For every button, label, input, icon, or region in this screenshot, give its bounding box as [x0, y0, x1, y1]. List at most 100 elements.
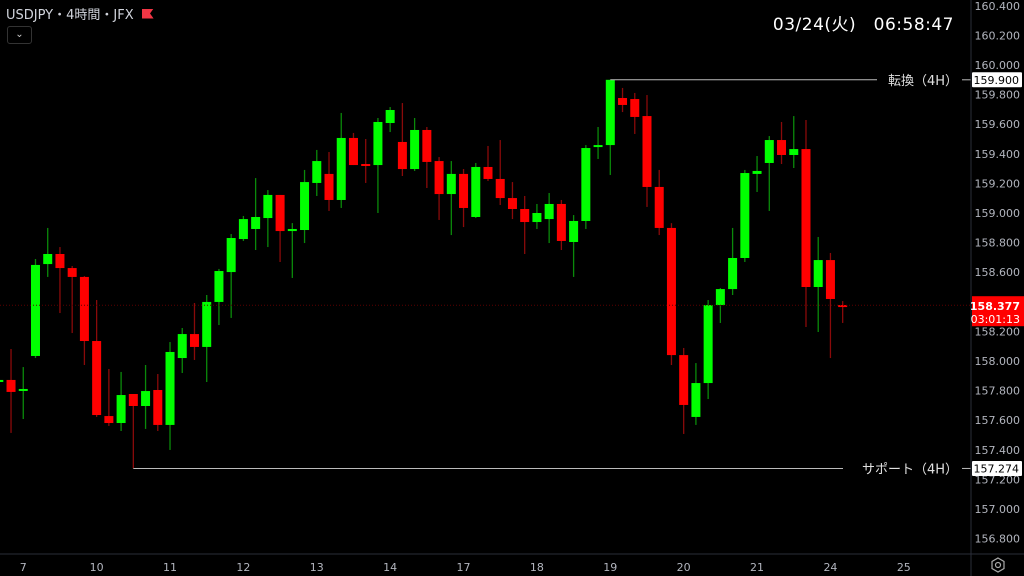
- candle-body: [104, 416, 114, 424]
- candle: [385, 107, 395, 133]
- line-price-label-text: 159.900: [974, 74, 1020, 87]
- candle: [92, 300, 102, 417]
- y-tick-label: 156.800: [975, 533, 1021, 546]
- candle: [764, 136, 774, 211]
- candle: [116, 371, 126, 432]
- candle: [30, 259, 40, 359]
- candle-body: [446, 173, 456, 195]
- candle-body: [18, 388, 28, 391]
- candle: [813, 236, 823, 332]
- price-axis[interactable]: 160.400 160.200 160.000 159.800 159.600 159.4…: [975, 0, 1021, 546]
- y-tick-label: 157.800: [975, 385, 1021, 398]
- candle-body: [287, 228, 297, 232]
- candle: [55, 247, 65, 314]
- candle-body: [581, 148, 591, 221]
- horizontal-line-label: 転換（4H）: [888, 74, 958, 89]
- candle-body: [569, 220, 579, 243]
- candle: [214, 268, 224, 326]
- candle: [165, 342, 175, 450]
- candle-body: [422, 129, 432, 162]
- candle: [422, 127, 432, 188]
- candle-body: [361, 164, 371, 167]
- line-price-label: 157.274: [972, 460, 1022, 476]
- candle-body: [679, 355, 689, 405]
- candle-body: [226, 238, 236, 273]
- candle: [495, 140, 505, 206]
- candle: [324, 152, 334, 211]
- y-tick-label: 158.600: [975, 266, 1021, 279]
- bar-countdown-text: 03:01:13: [971, 313, 1020, 326]
- candle-body: [459, 173, 469, 208]
- candle-body: [777, 140, 787, 155]
- candle-body: [789, 149, 799, 155]
- flag-icon[interactable]: [141, 8, 154, 19]
- candle: [18, 367, 28, 420]
- candle-body: [544, 203, 554, 220]
- candle-body: [348, 137, 358, 166]
- candle: [397, 103, 407, 176]
- candle: [679, 347, 689, 434]
- candle-body: [141, 391, 151, 406]
- candle-body: [373, 121, 383, 166]
- candle-body: [324, 173, 334, 200]
- y-tick-label: 159.600: [975, 118, 1021, 131]
- candle: [373, 117, 383, 213]
- x-tick-label: 13: [310, 561, 324, 574]
- line-price-label-text: 157.274: [974, 462, 1020, 475]
- candle: [654, 169, 664, 236]
- candle-body: [495, 178, 505, 199]
- candle: [838, 301, 848, 323]
- candle-body: [434, 161, 444, 195]
- x-tick-label: 14: [383, 561, 397, 574]
- candle-body: [630, 99, 640, 117]
- y-tick-label: 158.800: [975, 237, 1021, 250]
- y-tick-label: 157.600: [975, 414, 1021, 427]
- candle: [507, 182, 517, 220]
- x-tick-label: 24: [823, 561, 837, 574]
- candle: [740, 169, 750, 262]
- y-tick-label: 158.000: [975, 355, 1021, 368]
- candle-body: [92, 341, 102, 416]
- candles: [0, 79, 848, 469]
- x-tick-label: 21: [750, 561, 764, 574]
- candle-body: [715, 289, 725, 306]
- candle: [471, 162, 481, 219]
- y-tick-label: 158.200: [975, 325, 1021, 338]
- y-tick-label: 157.400: [975, 444, 1021, 457]
- candle-body: [740, 173, 750, 258]
- candle-body: [79, 276, 89, 342]
- chevron-down-icon[interactable]: ⌄: [7, 26, 32, 44]
- symbol-title[interactable]: USDJPY・4時間・JFX: [6, 4, 154, 23]
- candle-body: [67, 268, 77, 277]
- candle: [263, 190, 273, 248]
- x-tick-label: 17: [457, 561, 471, 574]
- candle-body: [128, 394, 138, 406]
- candle-body: [116, 395, 126, 424]
- candle-body: [691, 383, 701, 417]
- candle-body: [654, 186, 664, 228]
- y-tick-label: 159.000: [975, 207, 1021, 220]
- candle: [520, 195, 530, 254]
- candle: [177, 327, 187, 373]
- candle: [300, 169, 310, 244]
- candle: [581, 145, 591, 229]
- candle-body: [483, 166, 493, 179]
- candle-body: [618, 98, 628, 105]
- candle: [348, 132, 358, 166]
- candle: [202, 294, 212, 383]
- candle: [434, 157, 444, 220]
- candle: [410, 117, 420, 171]
- candle: [459, 169, 469, 228]
- candle: [532, 203, 542, 229]
- candle-body: [556, 203, 566, 241]
- candle-body: [666, 227, 676, 356]
- time-axis[interactable]: 7 10 11 12 13 14 17 18 19 20 21 24 25: [20, 561, 911, 574]
- candle-body: [764, 140, 774, 163]
- candle: [361, 139, 371, 183]
- candle-body: [214, 271, 224, 302]
- candle-body: [238, 219, 248, 240]
- settings-icon[interactable]: [990, 557, 1006, 573]
- candle-body: [153, 390, 163, 425]
